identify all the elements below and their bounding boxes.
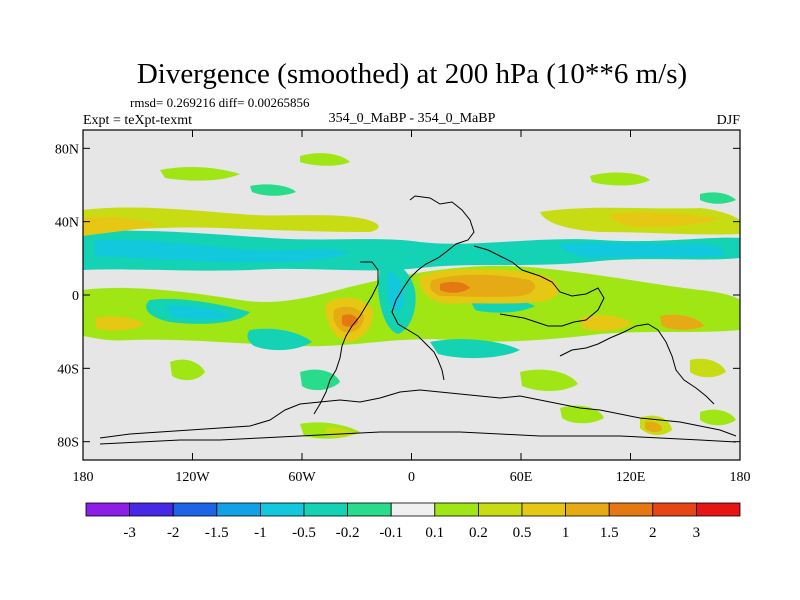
contour-positive [560, 405, 604, 424]
contour-negative [430, 339, 520, 359]
colorbar-label: -2 [167, 525, 180, 541]
contour-negative [560, 242, 724, 258]
contour-positive [660, 314, 704, 330]
colorbar-label: -0.1 [379, 525, 403, 541]
coastlines [99, 195, 737, 445]
x-tick-label: 60E [510, 470, 533, 485]
colorbar-label: 0.2 [469, 525, 488, 541]
colorbar-label: 1.5 [600, 525, 619, 541]
contour-negative [300, 369, 340, 391]
x-tick-label: 180 [730, 470, 751, 485]
case-label: 354_0_MaBP - 354_0_MaBP [329, 111, 496, 126]
x-tick-label: 120W [175, 470, 210, 485]
colorbar-swatch [477, 502, 523, 517]
y-tick-label: 40N [55, 216, 79, 231]
coastline-asia [473, 245, 605, 327]
coastline-south-america [313, 261, 379, 415]
contour-positive [580, 315, 632, 331]
coastline-australia [559, 323, 715, 405]
colorbar-swatch [172, 502, 218, 517]
divergence-shading [83, 153, 740, 439]
x-tick-label: 60W [288, 470, 316, 485]
coastline-africa-europe [391, 195, 475, 381]
colorbar-swatch [129, 502, 174, 517]
colorbar-label: -1.5 [205, 525, 229, 541]
colorbar-swatch [608, 502, 654, 517]
experiment-label: Expt = teXpt-texmt [83, 113, 192, 128]
contour-negative [700, 192, 736, 204]
x-tick-label: 120E [616, 470, 646, 485]
map-panel: 180 120W 60W 0 60E 120E 180 80N 40N 0 40S 80S [55, 129, 751, 485]
stats-label: rmsd= 0.269216 diff= 0.00265856 [130, 95, 310, 110]
colorbar-label: -0.2 [336, 525, 360, 541]
colorbar-swatch [696, 502, 741, 517]
colorbar-swatch [303, 502, 348, 517]
contour-positive [440, 281, 470, 293]
colorbar-label: -1 [254, 525, 267, 541]
y-tick-label: 80S [57, 436, 79, 451]
colorbar-label: 2 [649, 525, 657, 541]
contour-positive [590, 172, 650, 186]
contour-negative [388, 272, 404, 311]
contour-positive [170, 359, 205, 381]
contour-positive [300, 153, 350, 166]
contour-negative [165, 305, 235, 319]
axis-ticks: 180 120W 60W 0 60E 120E 180 80N 40N 0 40S 80S [55, 130, 751, 485]
colorbar-swatch [85, 502, 130, 517]
colorbar-label: 0.5 [513, 525, 532, 541]
contour-positive [83, 216, 160, 236]
colorbar-label: -3 [123, 525, 136, 541]
contour-positive [700, 409, 736, 426]
map-title: Divergence (smoothed) at 200 hPa (10**6 … [137, 58, 687, 90]
y-tick-label: 0 [72, 289, 79, 304]
contour-positive [95, 316, 145, 331]
colorbar-swatch [652, 502, 697, 517]
contour-positive [83, 207, 379, 232]
colorbar-label: 0.1 [425, 525, 444, 541]
contour-positive [160, 167, 240, 181]
x-tick-label: 180 [73, 470, 94, 485]
colorbar-swatch [521, 502, 566, 517]
colorbar-swatch [259, 502, 305, 517]
contour-negative [95, 239, 350, 262]
colorbar-label: -0.5 [292, 525, 316, 541]
contour-positive [690, 358, 726, 378]
colorbar: -3 -2 -1.5 -1 -0.5 -0.2 -0.1 0.1 0.2 0.5 1 1.5 2 3 [85, 502, 741, 541]
season-label: DJF [717, 113, 741, 128]
coastline-antarctica-inner [99, 431, 737, 445]
coastline-antarctica [99, 389, 737, 439]
colorbar-swatch [347, 502, 392, 517]
contour-negative [247, 328, 312, 351]
colorbar-swatch [434, 502, 479, 517]
contour-positive [645, 421, 662, 433]
x-tick-label: 0 [408, 470, 415, 485]
y-tick-label: 40S [57, 362, 79, 377]
colorbar-swatch [216, 502, 261, 517]
colorbar-swatch [390, 502, 436, 517]
y-tick-label: 80N [55, 142, 79, 157]
contour-negative [250, 184, 296, 196]
colorbar-swatch [565, 502, 610, 517]
contour-positive [609, 212, 720, 227]
contour-positive [520, 369, 578, 391]
colorbar-label: 1 [562, 525, 570, 541]
colorbar-label: 3 [693, 525, 701, 541]
